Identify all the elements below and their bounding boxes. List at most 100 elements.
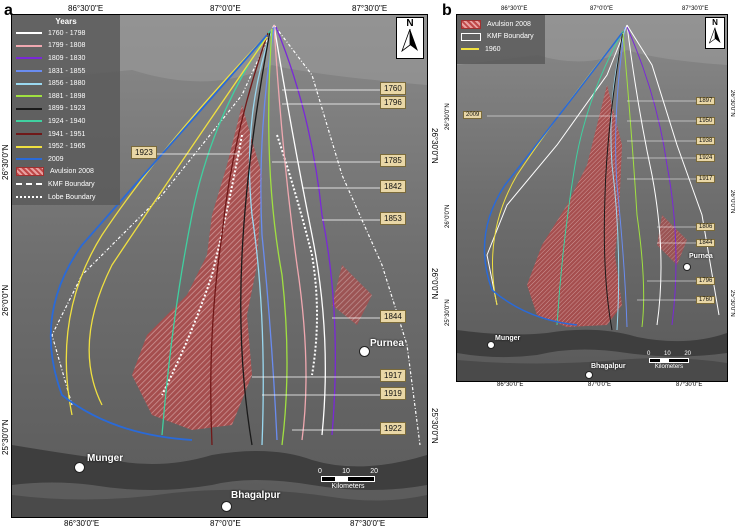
panel-a-lobe-boundary xyxy=(161,134,243,396)
panel-b-top-lon-2: 87°0'0"E xyxy=(590,6,614,12)
legend-row-4: 1856 - 1880 xyxy=(12,77,120,90)
panel-a-leaders xyxy=(157,89,382,431)
legend-label-4: 1856 - 1880 xyxy=(48,80,86,88)
b-year-tag-1938: 1938 xyxy=(696,137,716,145)
panel-a-letter: a xyxy=(4,2,13,19)
panel-a-avulsion-2008-east xyxy=(332,265,372,325)
b-1960-swatch xyxy=(461,48,479,51)
legend-row-5: 1881 - 1898 xyxy=(12,90,120,103)
panel-b-kmf-boundary-west xyxy=(486,24,628,306)
legend-row-3: 1831 - 1855 xyxy=(12,65,120,78)
channel-2009 xyxy=(49,34,268,441)
b-scale-ticks: 0 10 20 xyxy=(647,351,691,357)
channel-1799-1808 xyxy=(273,24,307,441)
b-scale-seg-1 xyxy=(650,359,660,362)
b-scale-tick-10: 10 xyxy=(663,351,671,357)
legend-swatch-7 xyxy=(16,120,42,123)
town-bhagalpur: Bhagalpur xyxy=(231,490,281,501)
legend-label-5: 1881 - 1898 xyxy=(48,92,86,100)
panel-b-letter: b xyxy=(442,2,452,19)
year-tag-1760: 1760 xyxy=(380,82,406,95)
panel-a-north-arrow: N xyxy=(396,17,424,59)
channel-1760-1798 xyxy=(273,24,326,436)
panel-b-leaders xyxy=(487,100,697,301)
legend-label-3: 1831 - 1855 xyxy=(48,67,86,75)
legend-row-2: 1809 - 1830 xyxy=(12,52,120,65)
panel-a-scale-bar: 0 10 20 Kilometers xyxy=(318,468,378,503)
year-tag-1785: 1785 xyxy=(380,154,406,167)
b-year-tag-1844: 1844 xyxy=(696,239,716,247)
panel-a-lobe-boundary-east xyxy=(276,134,318,376)
channel-1941-1951 xyxy=(210,32,269,446)
north-letter: N xyxy=(406,18,414,29)
panel-b-top-lon-3: 87°30'0"E xyxy=(682,6,709,12)
town-purnea: Purnea xyxy=(370,338,404,349)
panel-a-top-lon-1: 86°30'0"E xyxy=(68,4,104,13)
panel-a-left-lat-2: 26°0'0"N xyxy=(1,284,10,316)
b-year-tag-1897: 1897 xyxy=(696,97,716,105)
year-tag-1917: 1917 xyxy=(380,369,406,382)
munger-dot xyxy=(74,462,85,473)
scale-seg-2 xyxy=(335,477,348,481)
legend-swatch-5 xyxy=(16,95,42,98)
panel-a-right-lat-2: 26°0'0"N xyxy=(430,268,439,300)
legend-label-7: 1924 - 1940 xyxy=(48,117,86,125)
avulsion-swatch xyxy=(16,167,44,177)
scale-tick-0: 0 xyxy=(318,468,322,475)
channel-1952-1965 xyxy=(65,34,268,416)
channel-1881-1898 xyxy=(268,28,288,446)
b-scale-unit: Kilometers xyxy=(654,364,684,370)
kmf-swatch xyxy=(16,183,42,186)
panel-a-top-lon-3: 87°30'0"E xyxy=(352,4,388,13)
panel-a-kmf-boundary-west xyxy=(51,24,275,406)
year-tag-1842: 1842 xyxy=(380,180,406,193)
panel-b-bottom-lon-2: 87°0'0"E xyxy=(588,382,612,388)
panel-b-left-lat-1: 26°30'0"N xyxy=(445,103,451,130)
b-scale-seg-2 xyxy=(659,359,669,362)
panel-b-right-lat-1: 26°30'0"N xyxy=(729,90,735,117)
channel-1809-1830 xyxy=(275,26,336,436)
b-scale-seg-3 xyxy=(669,359,688,362)
panel-b-map-svg xyxy=(457,15,727,381)
b-scale-tick-0: 0 xyxy=(647,351,651,357)
panel-a-top-lon-2: 87°0'0"E xyxy=(210,4,241,13)
panel-a-left-lat-1: 26°30'0"N xyxy=(1,144,10,180)
legend-row-avulsion: Avulsion 2008 xyxy=(12,166,120,179)
legend-row-8: 1941 - 1951 xyxy=(12,128,120,141)
b-year-tag-1950: 1950 xyxy=(696,117,716,125)
panel-b-north-arrow: N xyxy=(705,17,725,49)
b-channel-black xyxy=(603,30,624,331)
legend-swatch-8 xyxy=(16,133,42,136)
channel-1952-1965-b xyxy=(88,36,268,406)
legend-row-lobe: Lobe Boundary xyxy=(12,191,120,204)
b-year-tag-1760: 1760 xyxy=(696,296,716,304)
b-north-arrow-icon xyxy=(708,27,721,44)
b-year-tag-1796: 1796 xyxy=(696,277,716,285)
b-town-bhagalpur: Bhagalpur xyxy=(591,363,626,370)
b-channel-green xyxy=(622,32,645,328)
panel-a-right-lat-1: 26°30'0"N xyxy=(430,128,439,164)
panel-b-left-lat-3: 25°30'0"N xyxy=(445,299,451,326)
b-channel-2009 xyxy=(483,32,623,326)
panel-b-kmf-boundary xyxy=(626,24,720,316)
legend-swatch-3 xyxy=(16,70,42,73)
panel-b-scale-bar: 0 10 20 Kilometers xyxy=(647,351,691,377)
panel-b-channels xyxy=(483,24,677,331)
b-town-purnea: Purnea xyxy=(689,253,713,260)
b-channel-lightblue xyxy=(615,26,628,328)
panel-b-top-lon-1: 86°30'0"E xyxy=(501,6,528,12)
panel-a-channels xyxy=(49,24,336,446)
b-legend-kmf-label: KMF Boundary xyxy=(487,33,534,41)
legend-rows: 1760 - 1798 1799 - 1808 1809 - 1830 1831 - … xyxy=(12,27,120,166)
panel-a-map-svg xyxy=(12,15,427,517)
lobe-swatch xyxy=(16,196,42,199)
b-year-tag-1924: 1924 xyxy=(696,154,716,162)
scale-unit: Kilometers xyxy=(331,483,365,490)
bhagalpur-dot xyxy=(221,501,232,512)
panel-b-avulsion-2008 xyxy=(527,85,622,327)
b-purnea-dot xyxy=(683,263,691,271)
legend-row-9: 1952 - 1965 xyxy=(12,140,120,153)
panel-b-floodplain xyxy=(457,358,727,381)
panel-b-avulsion-2008-east xyxy=(657,215,687,265)
north-arrow-icon xyxy=(401,28,418,53)
